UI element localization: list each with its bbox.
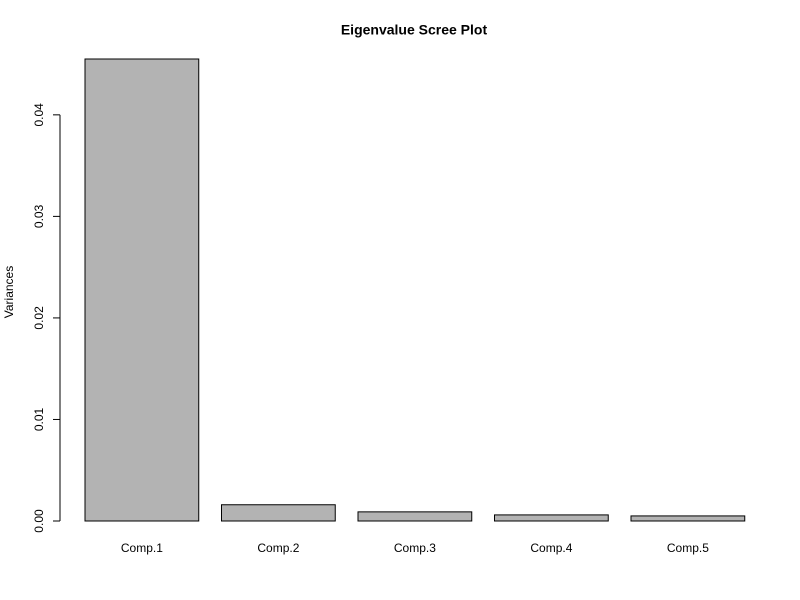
bar xyxy=(494,514,609,522)
chart-title: Eigenvalue Scree Plot xyxy=(341,22,488,38)
bar xyxy=(84,58,200,522)
y-axis-label: Variances xyxy=(2,266,16,318)
bar xyxy=(630,515,746,522)
bar xyxy=(221,504,336,522)
y-tick-label: 0.00 xyxy=(32,509,46,533)
x-tick-label: Comp.2 xyxy=(257,541,299,555)
bar xyxy=(357,511,473,522)
x-tick-label: Comp.4 xyxy=(530,541,572,555)
y-tick-label: 0.03 xyxy=(32,204,46,228)
y-tick-label: 0.01 xyxy=(32,407,46,431)
y-tick-label: 0.04 xyxy=(32,103,46,127)
y-tick-label: 0.02 xyxy=(32,306,46,330)
x-tick-label: Comp.5 xyxy=(667,541,709,555)
x-tick-label: Comp.3 xyxy=(394,541,436,555)
x-tick-label: Comp.1 xyxy=(121,541,163,555)
